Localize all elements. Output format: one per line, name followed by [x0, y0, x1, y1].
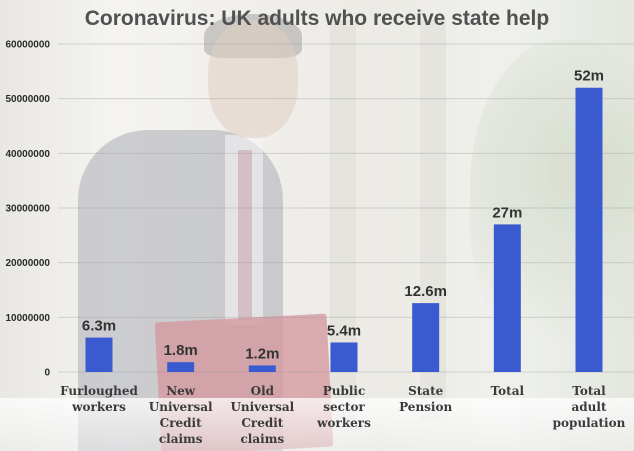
data-label: 1.2m	[245, 345, 279, 362]
y-tick-label: 10000000	[6, 313, 51, 324]
data-label: 6.3m	[82, 318, 116, 335]
bar	[575, 87, 603, 372]
chart-title: Coronavirus: UK adults who receive state…	[85, 7, 549, 30]
label-band	[0, 398, 634, 451]
x-axis-labels: Furloughed workers New Universal Credit claim…	[60, 384, 626, 446]
y-tick-label: 50000000	[6, 94, 51, 105]
y-tick-label: 40000000	[6, 149, 51, 160]
bar	[330, 342, 358, 372]
data-label: 12.6m	[404, 283, 447, 300]
x-tick-label: Total adult population	[553, 384, 626, 430]
bar	[493, 224, 521, 372]
bar	[248, 365, 276, 372]
bar	[412, 303, 440, 372]
data-label: 52m	[574, 68, 604, 85]
y-tick-label: 0	[44, 368, 50, 379]
y-axis-ticks: 0 10000000 20000000 30000000 40000000 5000000…	[6, 40, 51, 379]
x-tick-label: State Pension	[399, 384, 452, 414]
data-label: 27m	[492, 204, 522, 221]
bar	[167, 362, 195, 372]
y-tick-label: 30000000	[6, 204, 51, 215]
person-head	[208, 20, 298, 138]
data-label: 1.8m	[164, 342, 198, 359]
x-tick-label: Total	[491, 384, 525, 398]
y-tick-label: 60000000	[6, 40, 51, 51]
x-tick-label: Furloughed workers	[60, 384, 138, 414]
bar	[85, 337, 113, 372]
bars	[85, 87, 603, 372]
x-tick-label: New Universal Credit claims	[149, 384, 213, 446]
person-tie	[238, 150, 252, 320]
data-label: 5.4m	[327, 322, 361, 339]
y-tick-label: 20000000	[6, 258, 51, 269]
data-labels: 6.3m 1.8m 1.2m 5.4m 12.6m 27m 52m	[82, 68, 604, 363]
x-tick-label: Old Universal Credit claims	[230, 384, 294, 446]
x-tick-label: Public sector workers	[316, 384, 371, 430]
